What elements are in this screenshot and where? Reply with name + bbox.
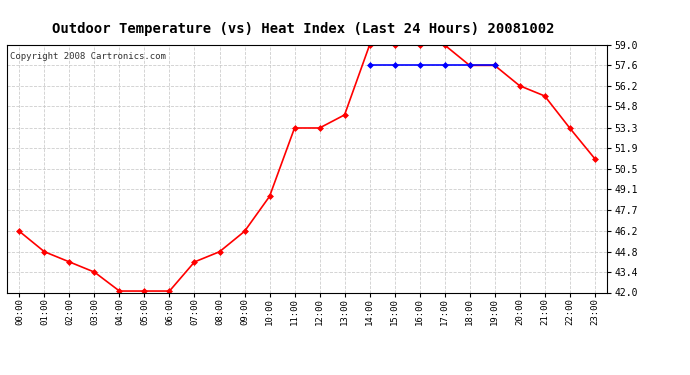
Text: Outdoor Temperature (vs) Heat Index (Last 24 Hours) 20081002: Outdoor Temperature (vs) Heat Index (Las… xyxy=(52,22,555,36)
Text: Copyright 2008 Cartronics.com: Copyright 2008 Cartronics.com xyxy=(10,53,166,62)
